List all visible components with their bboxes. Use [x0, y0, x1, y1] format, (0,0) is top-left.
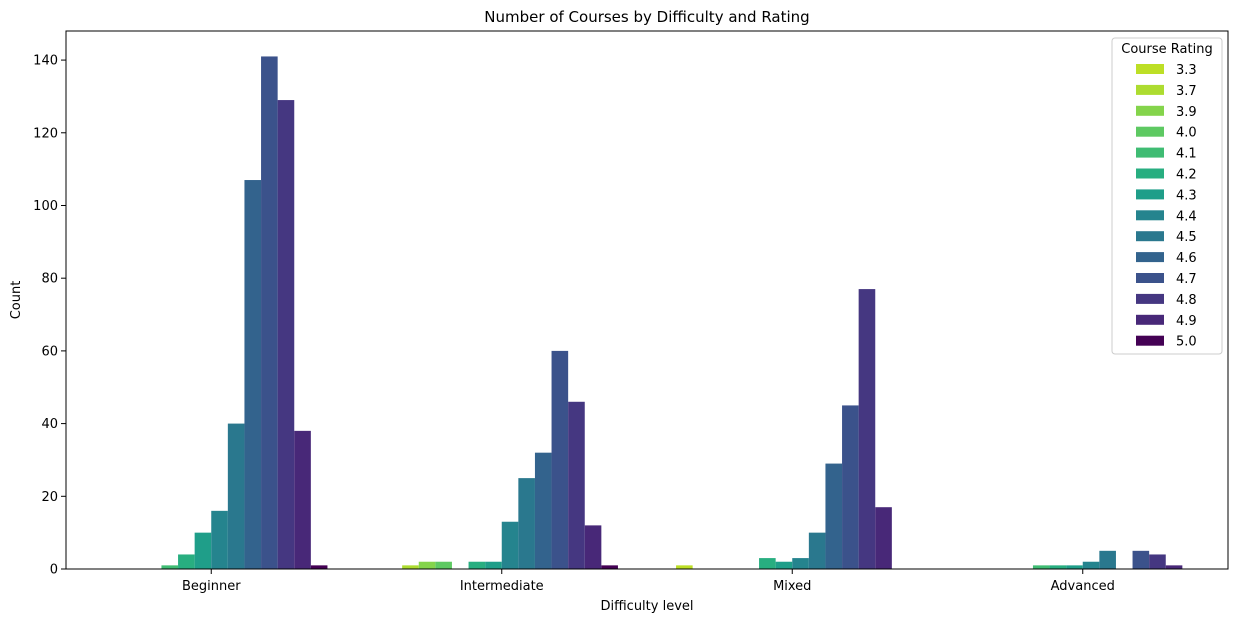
- bar: [1032, 565, 1050, 569]
- legend-label: 4.0: [1176, 126, 1197, 141]
- bar: [551, 350, 569, 569]
- legend-swatch: [1136, 126, 1164, 137]
- bar: [759, 558, 776, 569]
- legend-swatch: [1136, 105, 1164, 116]
- legend-swatch: [1136, 314, 1164, 325]
- legend-swatch: [1136, 210, 1164, 221]
- bar: [518, 478, 535, 569]
- legend-swatch: [1136, 189, 1164, 200]
- bar: [676, 565, 693, 569]
- bar: [875, 507, 892, 569]
- bar: [1132, 550, 1150, 569]
- bar: [294, 430, 311, 569]
- y-tick-label: 80: [41, 272, 58, 287]
- bars-layer: [161, 56, 1183, 570]
- bar: [842, 405, 859, 569]
- legend-label: 3.7: [1176, 84, 1197, 99]
- legend-label: 4.6: [1176, 251, 1197, 266]
- bar: [601, 565, 618, 569]
- bar: [1149, 554, 1166, 569]
- bar: [775, 561, 793, 569]
- legend-label: 4.8: [1176, 293, 1197, 308]
- legend-swatch: [1136, 84, 1164, 95]
- bar: [1165, 565, 1183, 569]
- x-tick-label: Mixed: [773, 579, 811, 594]
- x-tick-label: Beginner: [182, 579, 241, 594]
- legend-swatch: [1136, 64, 1164, 74]
- x-axis: Beginner Intermediate Mixed Advanced: [182, 569, 1115, 594]
- legend-swatch: [1136, 252, 1164, 263]
- y-axis: 0 20 40 60 80 100 120 140: [33, 54, 66, 578]
- bar: [194, 532, 212, 569]
- chart-title: Number of Courses by Difficulty and Rati…: [484, 8, 809, 26]
- legend-label: 4.9: [1176, 314, 1197, 329]
- legend-label: 4.4: [1176, 209, 1197, 224]
- bar: [1099, 550, 1116, 569]
- bar: [858, 289, 876, 569]
- y-tick-label: 100: [33, 199, 58, 214]
- bar: [485, 561, 502, 569]
- x-axis-label: Difficulty level: [600, 599, 693, 614]
- bar: [1066, 565, 1083, 569]
- legend-label: 5.0: [1176, 335, 1197, 350]
- y-tick-label: 120: [33, 126, 58, 141]
- bar: [261, 56, 278, 569]
- legend-items: 3.3 3.7 3.9 4.0 4.1 4.2 4.3 4.4 4.5 4.6 4.7 4.8 4.9 5…: [1136, 63, 1197, 350]
- bar: [435, 561, 452, 569]
- bar: [568, 401, 585, 569]
- legend: Course Rating 3.3 3.7 3.9 4.0 4.1 4.2 4.3 4.4 4.…: [1111, 37, 1223, 355]
- bar: [792, 558, 809, 569]
- bar: [808, 532, 826, 569]
- legend-swatch: [1136, 147, 1164, 158]
- bar: [534, 452, 552, 569]
- bar: [825, 463, 843, 569]
- legend-swatch: [1136, 168, 1164, 179]
- y-tick-label: 0: [50, 563, 58, 578]
- bar: [244, 180, 262, 570]
- bar: [161, 565, 179, 569]
- bar: [1082, 561, 1100, 569]
- legend-label: 3.3: [1176, 63, 1197, 78]
- bar: [310, 565, 328, 569]
- x-tick-label: Intermediate: [460, 579, 544, 594]
- legend-label: 4.7: [1176, 272, 1197, 287]
- bar: [418, 561, 436, 569]
- legend-label: 4.5: [1176, 230, 1197, 245]
- legend-label: 4.3: [1176, 188, 1197, 203]
- legend-swatch: [1136, 293, 1164, 304]
- bar: [402, 565, 419, 569]
- bar: [584, 525, 602, 569]
- x-tick-label: Advanced: [1051, 579, 1115, 594]
- y-tick-label: 40: [41, 417, 58, 432]
- plot-frame: [65, 30, 1229, 570]
- y-tick-label: 20: [41, 490, 58, 505]
- bar: [468, 561, 486, 569]
- bar: [277, 100, 295, 569]
- y-tick-label: 140: [33, 54, 58, 69]
- legend-box: [1111, 37, 1223, 355]
- legend-swatch: [1136, 231, 1164, 242]
- bar: [211, 510, 228, 569]
- bar: [1049, 565, 1067, 569]
- legend-label: 4.2: [1176, 168, 1197, 183]
- bar: [178, 554, 195, 569]
- bar: [501, 521, 519, 569]
- legend-swatch: [1136, 335, 1164, 346]
- legend-swatch: [1136, 273, 1164, 283]
- legend-label: 3.9: [1176, 105, 1197, 120]
- legend-title: Course Rating: [1121, 42, 1212, 57]
- y-axis-label: Count: [9, 281, 24, 320]
- y-tick-label: 60: [41, 344, 58, 359]
- legend-label: 4.1: [1176, 147, 1197, 162]
- bar: [227, 423, 245, 569]
